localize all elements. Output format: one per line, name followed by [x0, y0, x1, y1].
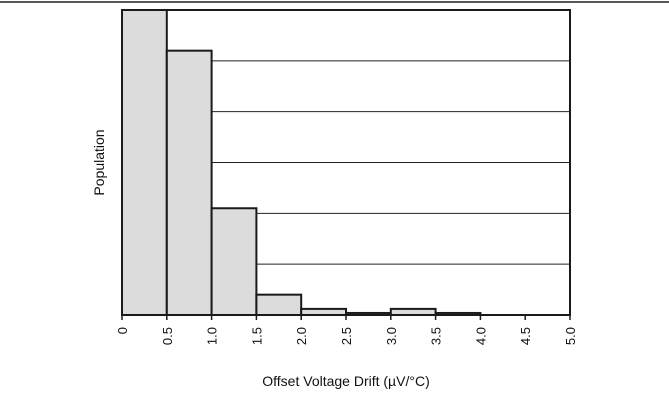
histogram-bar-1 [121, 9, 168, 316]
x-tick-label-0: 0 [115, 327, 130, 334]
y-axis-label: Population [91, 129, 107, 195]
x-tick-label-6: 3.0 [384, 327, 399, 345]
x-tick-label-2: 1.0 [205, 327, 220, 345]
histogram-bar-4 [255, 293, 303, 316]
histogram-bar-2 [165, 49, 213, 317]
x-tick-label-10: 5.0 [563, 327, 578, 345]
x-axis-ticks: 0 0.5 1.0 1.5 2.0 2.5 3.0 3.5 4.0 4.5 5.0 [115, 315, 578, 345]
x-tick-label-9: 4.5 [518, 327, 533, 345]
x-tick-label-7: 3.5 [429, 327, 444, 345]
histogram-bar-3 [210, 207, 258, 316]
x-tick-label-5: 2.5 [339, 327, 354, 345]
x-axis-label: Offset Voltage Drift (µV/°C) [262, 373, 429, 389]
x-tick-label-1: 0.5 [160, 327, 175, 345]
histogram-bars [121, 9, 482, 317]
x-tick-label-4: 2.0 [294, 327, 309, 345]
x-tick-label-3: 1.5 [249, 327, 264, 345]
x-tick-label-8: 4.0 [473, 327, 488, 345]
